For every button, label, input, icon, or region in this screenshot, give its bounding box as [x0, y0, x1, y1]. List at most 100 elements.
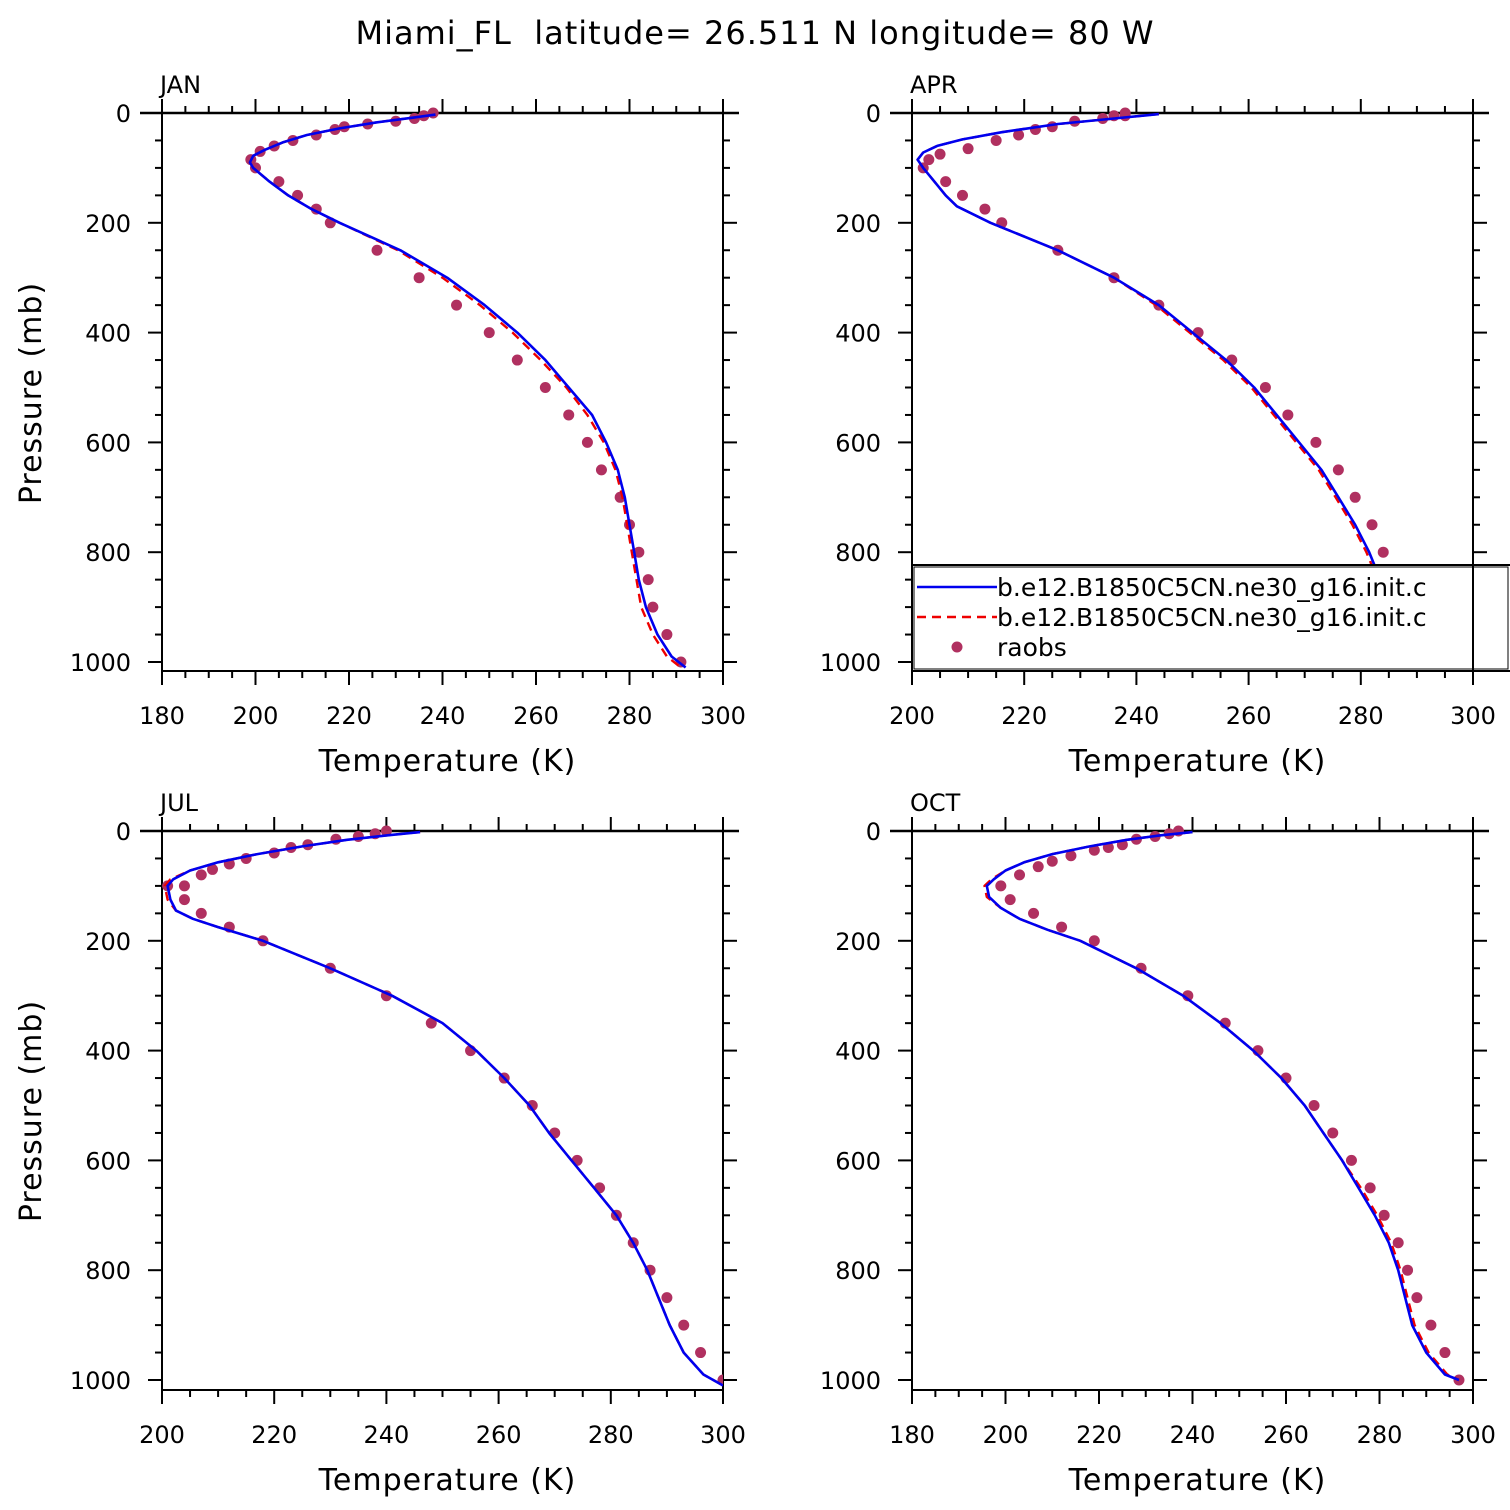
raobs-point — [1014, 869, 1026, 881]
raobs-point — [678, 1319, 690, 1331]
raobs-point — [1282, 409, 1294, 421]
x-tick-label: 280 — [588, 1421, 634, 1449]
y-tick-label: 400 — [85, 320, 131, 348]
raobs-point — [427, 107, 439, 119]
panels: JAN 180 200 220 240 260 280 300 0 200 400 600 800 100… — [14, 71, 1496, 1498]
x-tick-label: 300 — [700, 702, 746, 730]
raobs-point — [273, 176, 285, 188]
raobs-point — [563, 409, 575, 421]
raobs-point — [178, 894, 190, 906]
panel-jul: JUL 200 220 240 260 280 300 0 200 400 600 800 1000 Te… — [14, 789, 746, 1498]
raobs-point — [483, 327, 495, 339]
raobs-point — [1378, 1209, 1390, 1221]
x-axis-title: Temperature (K) — [1068, 1463, 1327, 1498]
raobs-point — [352, 830, 364, 842]
raobs-point — [595, 464, 607, 476]
legend-marker-swatch — [951, 641, 963, 653]
x-tick-label: 260 — [476, 1421, 522, 1449]
y-tick-label: 200 — [85, 928, 131, 956]
x-tick-label: 220 — [1076, 1421, 1122, 1449]
raobs-point — [371, 244, 383, 256]
y-tick-label: 400 — [835, 1038, 881, 1066]
raobs-point — [511, 354, 523, 366]
legend-background — [912, 565, 1510, 671]
plot-data — [245, 107, 687, 669]
raobs-point — [451, 299, 463, 311]
legend-frame — [913, 566, 1509, 670]
raobs-point — [178, 880, 190, 892]
raobs-point — [380, 825, 392, 837]
y-tick-label: 1000 — [820, 649, 881, 677]
raobs-point — [1392, 1237, 1404, 1249]
raobs-point — [940, 176, 952, 188]
x-tick-label: 220 — [251, 1421, 297, 1449]
raobs-point — [642, 574, 654, 586]
ticks — [148, 817, 737, 1404]
raobs-point — [1332, 464, 1344, 476]
raobs-point — [1402, 1264, 1414, 1276]
x-axis-title: Temperature (K) — [318, 1463, 577, 1498]
raobs-point — [661, 629, 673, 641]
x-tick-label: 240 — [1170, 1421, 1216, 1449]
legend: b.e12.B1850C5CN.ne30_g16.init.cb.e12.B18… — [911, 564, 1510, 672]
y-tick-label: 0 — [866, 100, 881, 128]
raobs-point — [539, 382, 551, 393]
x-tick-label: 240 — [1113, 702, 1159, 730]
x-tick-label: 280 — [1357, 1421, 1403, 1449]
y-tick-label: 0 — [866, 818, 881, 846]
x-tick-label: 220 — [1001, 702, 1047, 730]
y-tick-label: 800 — [835, 1257, 881, 1285]
x-tick-label: 220 — [326, 702, 372, 730]
raobs-point — [1308, 1100, 1320, 1111]
y-tick-label: 200 — [835, 210, 881, 238]
raobs-point — [1366, 519, 1378, 531]
y-tick-label: 1000 — [70, 1367, 131, 1395]
raobs-point — [633, 546, 645, 558]
raobs-point — [526, 1100, 538, 1111]
raobs-point — [1345, 1154, 1357, 1166]
panel-label: JUL — [158, 789, 199, 817]
raobs-point — [1065, 850, 1077, 862]
panel-apr: APR 200 220 240 260 280 300 0 200 400 600 800 1000 Te… — [820, 71, 1496, 779]
raobs-point — [1411, 1292, 1423, 1304]
raobs-point — [413, 272, 425, 284]
panel-label: OCT — [910, 789, 961, 817]
plot-frame — [911, 830, 1474, 1391]
x-tick-label: 260 — [1263, 1421, 1309, 1449]
y-tick-label: 1000 — [70, 649, 131, 677]
model-dashed-line — [248, 113, 682, 669]
model-solid-line — [166, 830, 723, 1387]
raobs-point — [1088, 935, 1100, 947]
x-tick-label: 200 — [889, 702, 935, 730]
x-tick-label: 200 — [139, 1421, 185, 1449]
raobs-point — [695, 1347, 707, 1359]
y-tick-label: 600 — [85, 429, 131, 457]
plot-data — [916, 107, 1451, 668]
y-tick-label: 600 — [835, 1147, 881, 1175]
x-axis-title: Temperature (K) — [1068, 744, 1327, 779]
raobs-point — [1310, 436, 1322, 448]
raobs-point — [1135, 962, 1147, 974]
panel-jan: JAN 180 200 220 240 260 280 300 0 200 400 600 800 100… — [14, 71, 746, 779]
x-tick-label: 300 — [1450, 1421, 1496, 1449]
y-tick-label: 600 — [85, 1147, 131, 1175]
raobs-point — [1327, 1127, 1339, 1139]
legend-label: b.e12.B1850C5CN.ne30_g16.init.c — [997, 603, 1427, 632]
y-tick-label: 0 — [116, 818, 131, 846]
y-tick-label: 600 — [835, 429, 881, 457]
x-tick-label: 260 — [513, 702, 559, 730]
panel-oct: OCT 180 200 220 240 260 280 300 0 200 400 600 800 100… — [820, 789, 1496, 1498]
raobs-point — [195, 869, 207, 881]
legend-label: raobs — [997, 633, 1067, 662]
raobs-point — [195, 907, 207, 919]
model-dashed-line — [983, 830, 1460, 1382]
raobs-point — [1004, 894, 1016, 906]
y-axis-title: Pressure (mb) — [14, 1000, 49, 1222]
panel-label: JAN — [158, 71, 201, 99]
x-tick-label: 240 — [420, 702, 466, 730]
y-tick-label: 400 — [85, 1038, 131, 1066]
ticks — [898, 817, 1487, 1404]
x-tick-label: 180 — [139, 702, 185, 730]
raobs-point — [934, 148, 946, 160]
x-tick-label: 200 — [233, 702, 279, 730]
